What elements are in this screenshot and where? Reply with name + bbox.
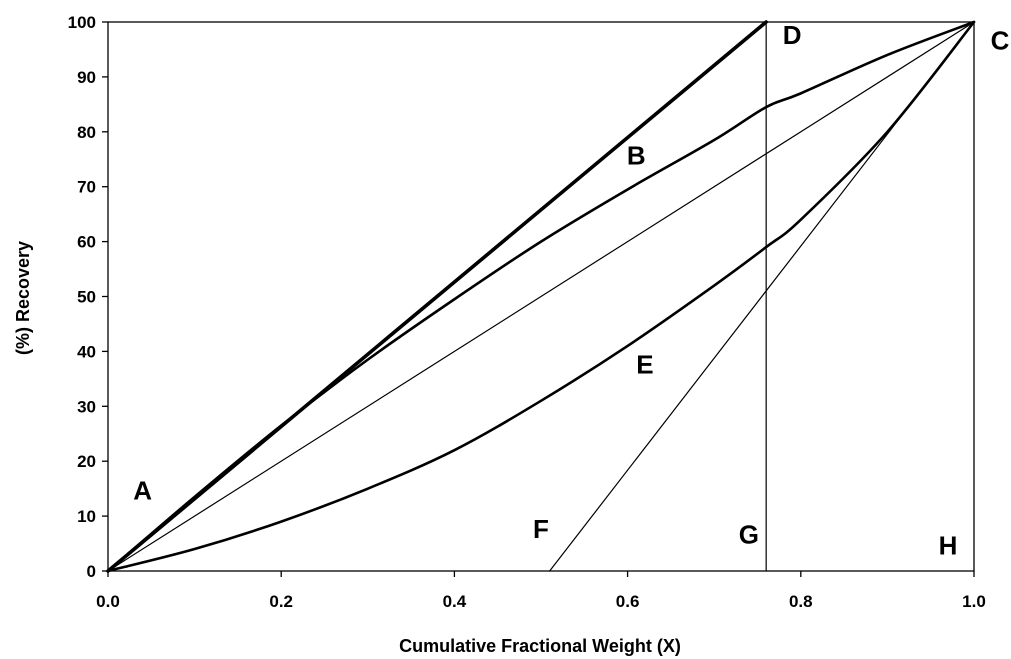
point-label-b: B	[627, 141, 646, 171]
y-tick-label: 90	[77, 68, 96, 87]
series-line-3	[107, 21, 975, 572]
series-line-2	[106, 20, 976, 573]
series-line-5	[549, 21, 975, 572]
annotation-layer: A B C D E F G H	[133, 20, 1009, 561]
y-tick-label: 50	[77, 288, 96, 307]
point-label-g: G	[739, 520, 759, 550]
x-tick-label: 0.2	[269, 592, 293, 611]
x-axis-ticks: 0.0 0.2 0.4 0.6 0.8 1.0	[96, 571, 986, 611]
point-label-e: E	[636, 349, 653, 379]
x-tick-label: 0.8	[789, 592, 813, 611]
series-line-4	[106, 20, 976, 573]
y-axis-ticks: 0 10 20 30 40 50 60 70 80 90 100	[68, 13, 108, 581]
point-label-f: F	[533, 514, 549, 544]
series-layer	[106, 20, 976, 573]
y-tick-label: 10	[77, 507, 96, 526]
y-tick-label: 30	[77, 397, 96, 416]
series-line-1	[106, 20, 768, 573]
y-tick-label: 0	[87, 562, 96, 581]
point-label-a: A	[133, 476, 152, 506]
y-tick-label: 70	[77, 178, 96, 197]
x-tick-label: 0.0	[96, 592, 120, 611]
y-tick-label: 60	[77, 233, 96, 252]
point-label-d: D	[783, 20, 802, 50]
y-tick-label: 100	[68, 13, 96, 32]
point-label-h: H	[939, 531, 958, 561]
x-axis-title: Cumulative Fractional Weight (X)	[399, 636, 681, 656]
y-tick-label: 40	[77, 342, 96, 361]
y-axis-title: (%) Recovery	[13, 241, 33, 355]
y-tick-label: 20	[77, 452, 96, 471]
x-tick-label: 0.4	[443, 592, 467, 611]
y-tick-label: 80	[77, 123, 96, 142]
x-tick-label: 1.0	[962, 592, 986, 611]
x-tick-label: 0.6	[616, 592, 640, 611]
point-label-c: C	[991, 25, 1010, 55]
